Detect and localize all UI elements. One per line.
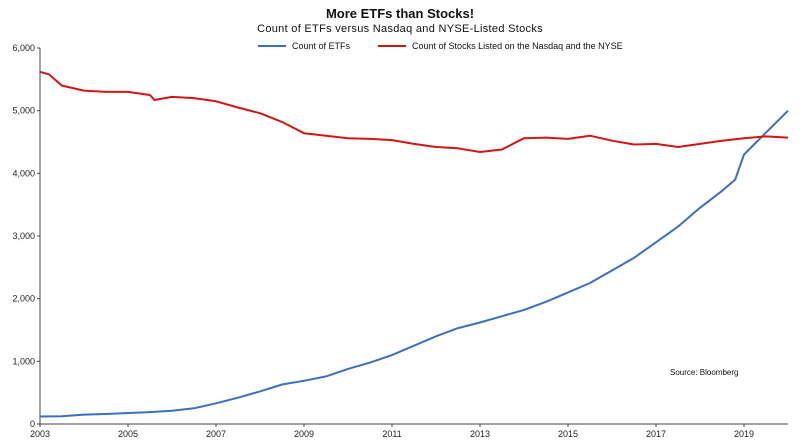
y-tick-label: 5,000 (12, 106, 35, 116)
x-tick-label: 2009 (294, 429, 314, 439)
source-note: Source: Bloomberg (670, 368, 739, 377)
legend-label-etfs: Count of ETFs (292, 41, 351, 51)
y-tick-label: 2,000 (12, 294, 35, 304)
legend: Count of ETFs Count of Stocks Listed on … (258, 41, 651, 51)
chart-subtitle: Count of ETFs versus Nasdaq and NYSE-Lis… (257, 23, 543, 35)
legend-swatch-stocks (378, 45, 407, 47)
y-tick-label: 6,000 (12, 43, 35, 53)
series-line-etfs (39, 109, 789, 418)
x-tick-label: 2013 (470, 429, 490, 439)
series-line-stocks (39, 70, 789, 153)
x-tick-label: 2019 (734, 429, 754, 439)
y-tick-label: 3,000 (12, 231, 35, 241)
legend-item-etfs: Count of ETFs (258, 41, 350, 51)
x-tick-label: 2011 (382, 429, 401, 439)
x-tick-label: 2003 (30, 429, 50, 439)
x-tick-label: 2005 (118, 429, 138, 439)
y-tick-label: 1,000 (12, 356, 35, 366)
legend-item-stocks: Count of Stocks Listed on the Nasdaq and… (378, 41, 623, 51)
x-tick-label: 2017 (646, 429, 666, 439)
y-tick-label: 4,000 (12, 168, 35, 178)
x-tick-label: 2007 (206, 429, 226, 439)
x-tick-label: 2015 (558, 429, 578, 439)
chart-title: More ETFs than Stocks! (325, 6, 475, 21)
y-tick-label: 0 (30, 419, 35, 429)
legend-swatch-etfs (258, 45, 286, 47)
legend-label-stocks: Count of Stocks Listed on the Nasdaq and… (412, 41, 623, 51)
